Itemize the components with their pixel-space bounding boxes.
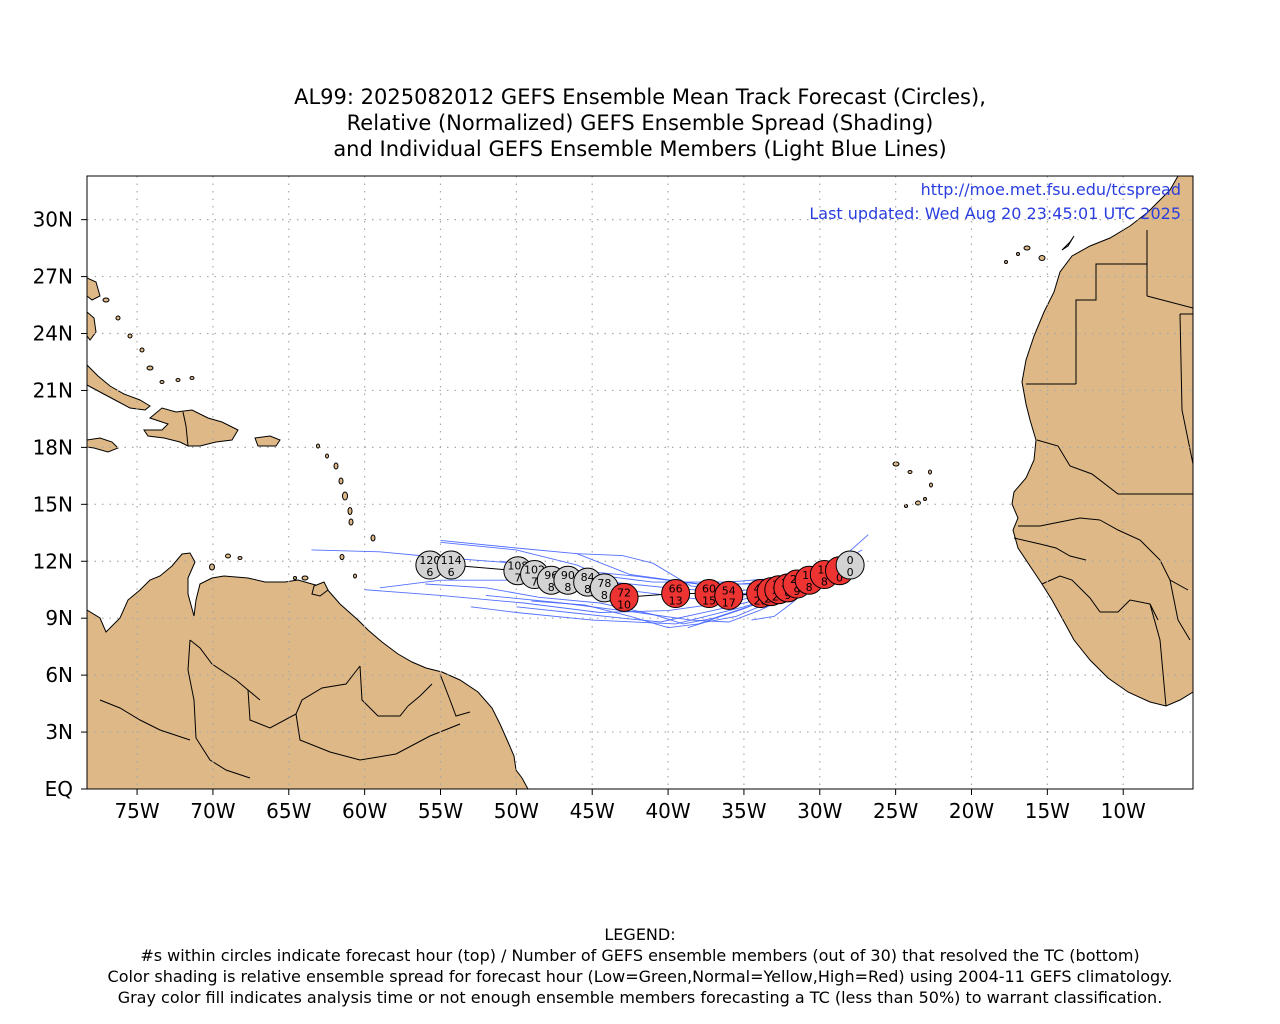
forecast-hour-label: 78	[597, 577, 611, 590]
member-count-label: 0	[836, 572, 843, 585]
lon-label: 25W	[873, 799, 918, 823]
member-count-label: 8	[584, 583, 591, 596]
lat-label: 18N	[33, 435, 73, 459]
forecast-hour-label: 0	[847, 554, 854, 567]
land-bahama-andros	[87, 311, 97, 341]
member-count-label: 9	[794, 585, 801, 598]
land-layer	[87, 176, 1193, 789]
lat-label: 21N	[33, 378, 73, 402]
track-circle	[714, 580, 744, 610]
land-puerto-rico	[254, 435, 281, 447]
member-count-label: 15	[702, 595, 716, 608]
lon-label: 55W	[418, 799, 463, 823]
member-count-label: 10	[617, 598, 631, 611]
lesser-antilles	[209, 443, 376, 581]
lon-label: 20W	[949, 799, 994, 823]
forecast-hour-label: 54	[722, 584, 736, 597]
track-circle	[436, 550, 466, 580]
lat-label: 15N	[33, 492, 73, 516]
legend-line-3: Gray color fill indicates analysis time …	[117, 988, 1163, 1007]
forecast-hour-label: 114	[441, 554, 462, 567]
forecast-hour-label: 84	[581, 571, 595, 584]
land-florida	[87, 277, 101, 301]
lon-label: 50W	[494, 799, 539, 823]
member-count-label: 17	[722, 596, 736, 609]
lon-label: 65W	[266, 799, 311, 823]
political-borders	[99, 230, 1193, 779]
lat-label: 3N	[45, 720, 73, 744]
lon-label: 10W	[1101, 799, 1146, 823]
cape-verde-islands	[892, 461, 933, 508]
map-frame	[86, 175, 1194, 790]
member-count-label: 6	[448, 566, 455, 579]
forecast-hour-label: 72	[617, 586, 631, 599]
lat-label: EQ	[45, 777, 73, 801]
land-trinidad	[311, 581, 329, 597]
member-count-label: 7	[514, 572, 521, 585]
forecast-hour-label: 120	[419, 554, 440, 567]
track-circle	[835, 550, 865, 580]
lon-label: 15W	[1025, 799, 1070, 823]
latitude-labels: EQ 3N 6N 9N 12N 15N 18N 21N 24N 27N 30N	[33, 208, 73, 801]
lon-label: 30W	[797, 799, 842, 823]
legend-line-2: Color shading is relative ensemble sprea…	[107, 967, 1173, 986]
lon-label: 60W	[342, 799, 387, 823]
member-count-label: 8	[821, 576, 828, 589]
forecast-hour-label: 60	[702, 583, 716, 596]
land-africa	[1011, 176, 1193, 707]
lon-label: 45W	[570, 799, 615, 823]
lat-label: 30N	[33, 208, 73, 232]
lon-label: 70W	[190, 799, 235, 823]
member-count-label: 6	[426, 566, 433, 579]
member-count-label: 8	[564, 581, 571, 594]
forecast-hour-label: 66	[669, 583, 683, 596]
graticule	[87, 176, 1193, 789]
lon-label: 40W	[645, 799, 690, 823]
lon-label: 35W	[721, 799, 766, 823]
member-count-label: 9	[784, 589, 791, 602]
member-count-label: 0	[847, 566, 854, 579]
canary-islands	[1004, 235, 1075, 264]
member-count-label: 8	[806, 581, 813, 594]
member-count-label: 7	[531, 576, 538, 589]
title-line-3: and Individual GEFS Ensemble Members (Li…	[333, 137, 947, 161]
member-count-label: 13	[669, 595, 683, 608]
title-line-2: Relative (Normalized) GEFS Ensemble Spre…	[346, 111, 934, 135]
forecast-hour-label: 90	[561, 569, 575, 582]
legend: LEGEND: #s within circles indicate forec…	[0, 924, 1280, 1008]
legend-heading: LEGEND:	[604, 925, 676, 944]
title-line-1: AL99: 2025082012 GEFS Ensemble Mean Trac…	[294, 85, 986, 109]
last-updated-text: Last updated: Wed Aug 20 23:45:01 UTC 20…	[809, 204, 1181, 223]
lat-label: 12N	[33, 549, 73, 573]
axis-ticks	[81, 219, 1124, 795]
legend-line-1: #s within circles indicate forecast hour…	[140, 946, 1140, 965]
member-count-label: 8	[601, 589, 608, 602]
longitude-labels: 75W 70W 65W 60W 55W 50W 45W 40W 35W 30W 25W 20W 15W 1…	[114, 799, 1146, 823]
source-url-link[interactable]: http://moe.met.fsu.edu/tcspread	[920, 180, 1181, 199]
track-circle	[661, 579, 691, 609]
land-south-america	[87, 552, 529, 789]
land-hispaniola	[143, 407, 239, 447]
lat-label: 6N	[45, 663, 73, 687]
lat-label: 27N	[33, 265, 73, 289]
lat-label: 9N	[45, 606, 73, 630]
map-title: AL99: 2025082012 GEFS Ensemble Mean Trac…	[0, 84, 1280, 162]
lat-label: 24N	[33, 322, 73, 346]
track-circle	[609, 582, 639, 612]
land-jamaica	[87, 437, 119, 453]
track-point: 00	[835, 550, 865, 580]
member-count-label: 8	[548, 581, 555, 594]
lon-label: 75W	[114, 799, 159, 823]
bahama-islands	[102, 297, 195, 384]
land-cuba	[87, 364, 151, 411]
